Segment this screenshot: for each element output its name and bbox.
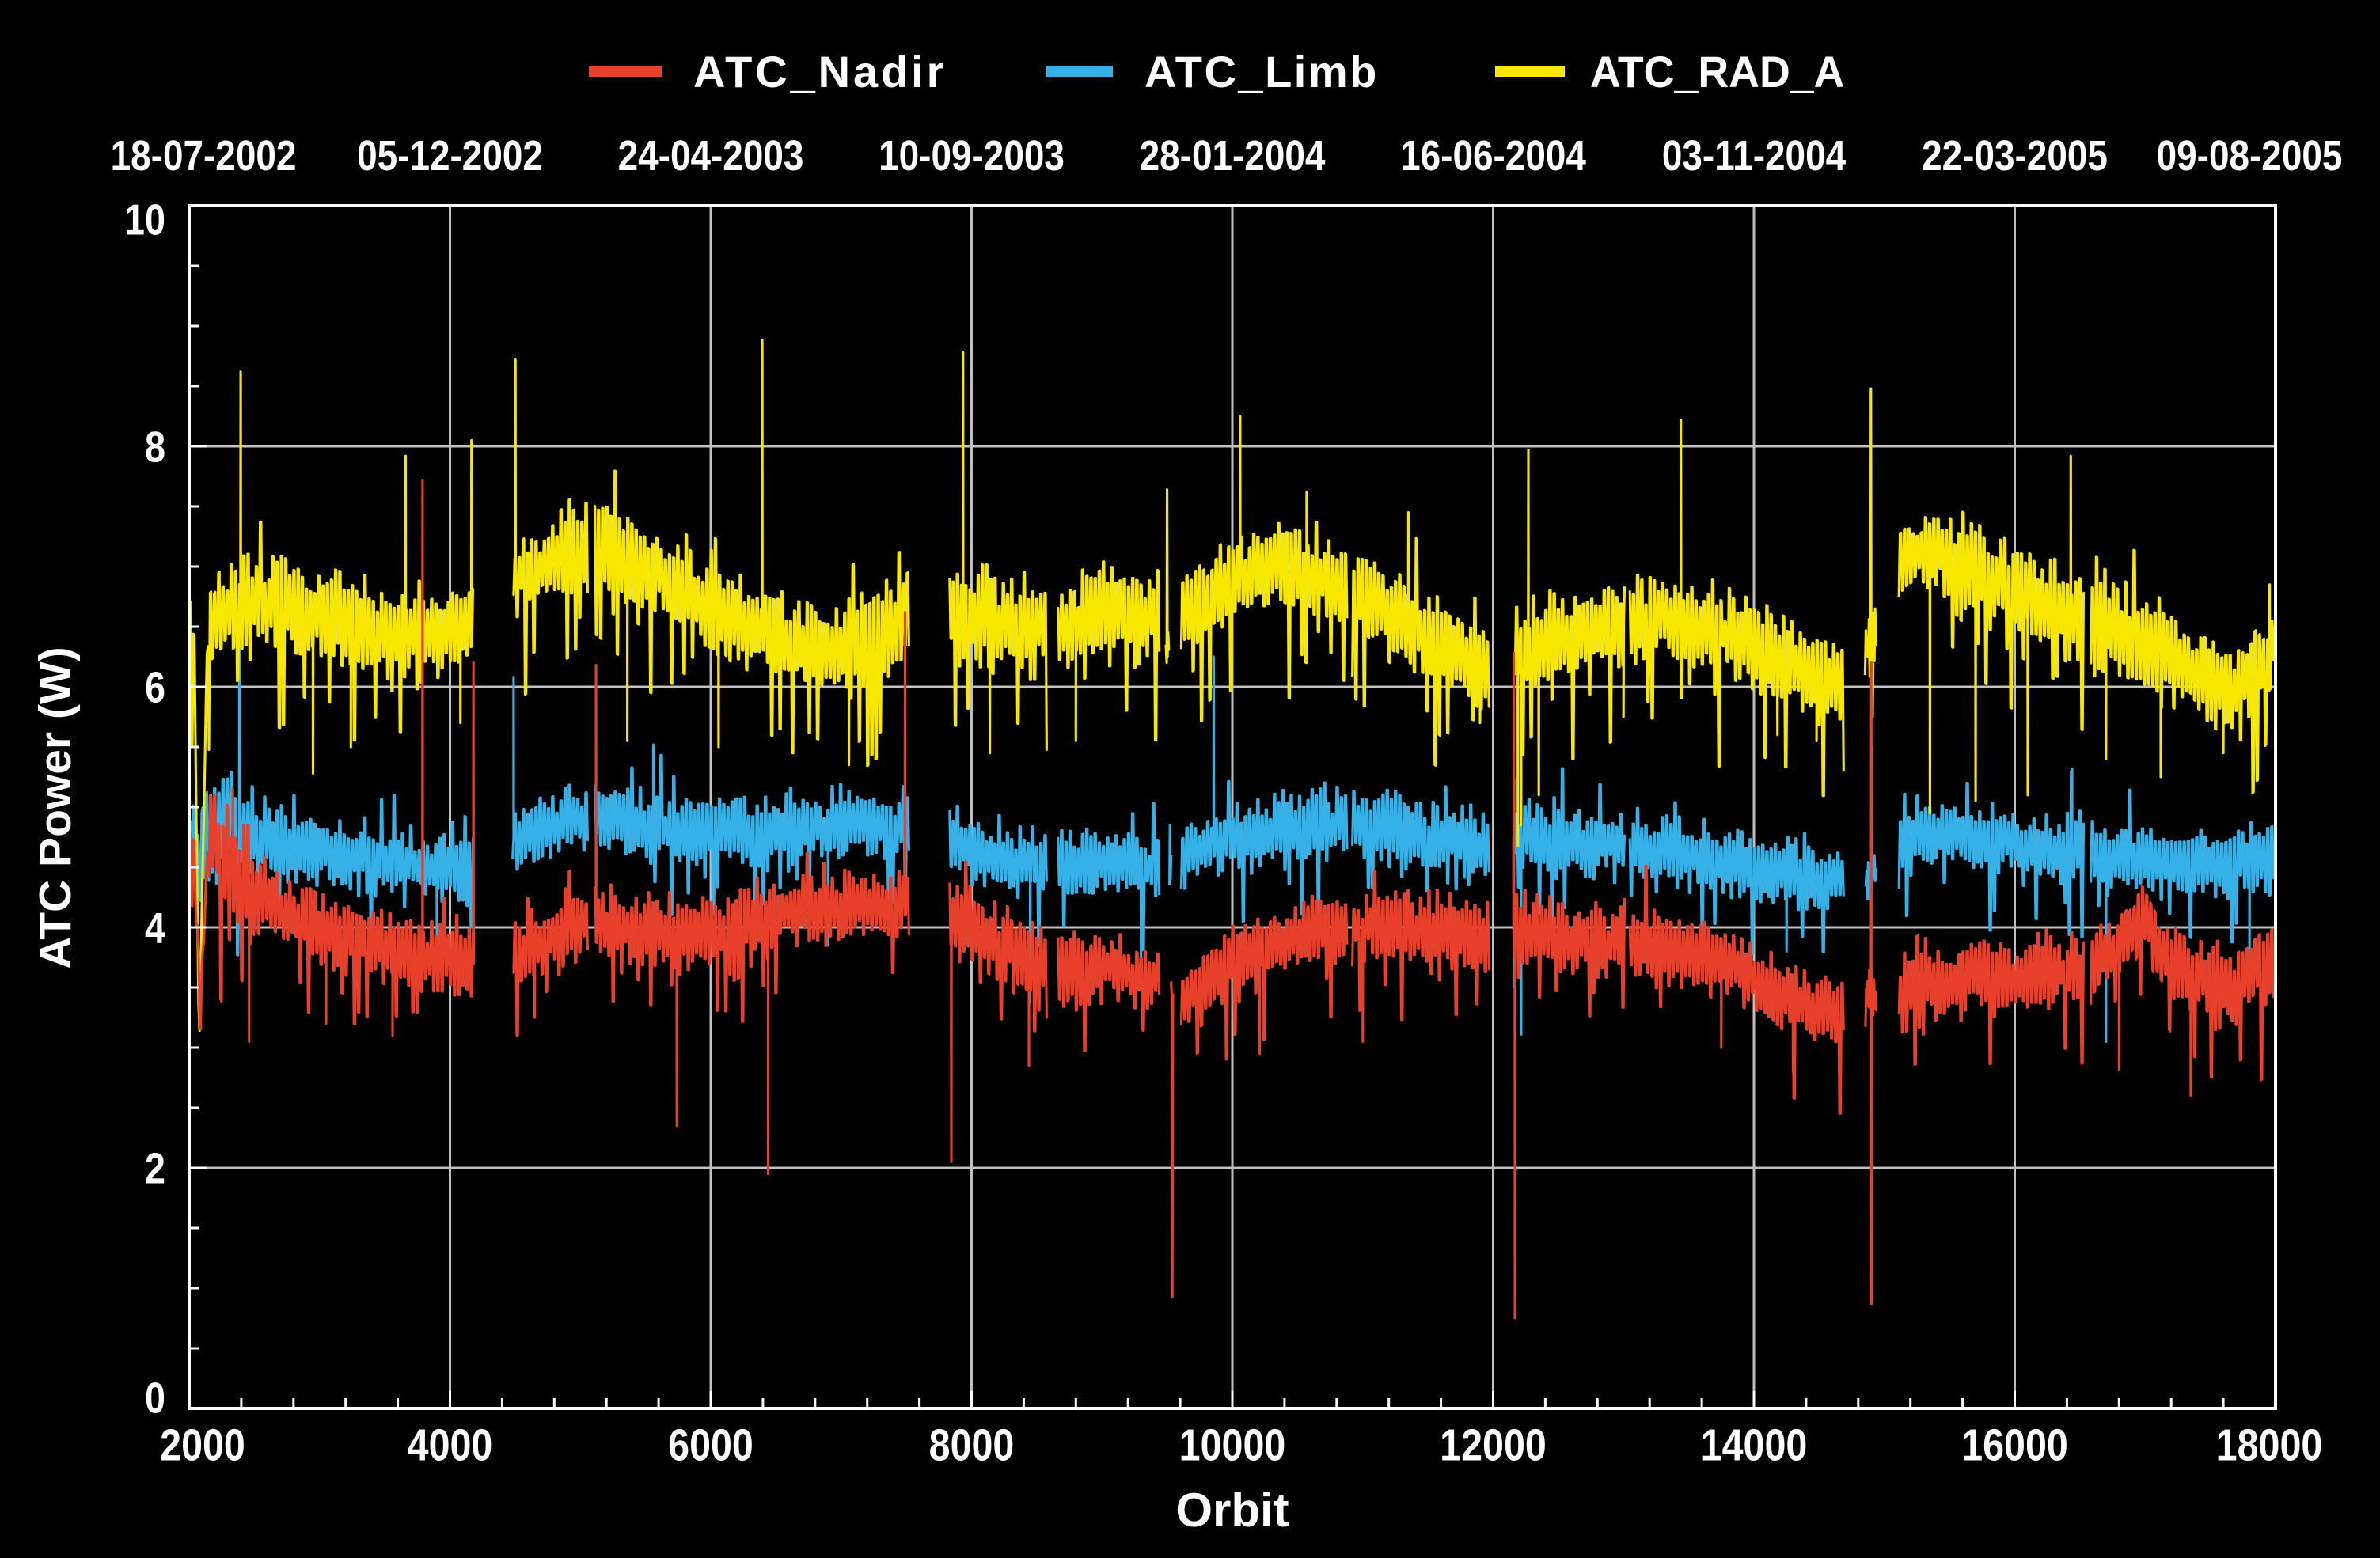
svg-text:10: 10 — [124, 195, 165, 244]
svg-text:2: 2 — [145, 1144, 165, 1192]
svg-text:18-07-2002: 18-07-2002 — [111, 132, 297, 180]
svg-text:Orbit: Orbit — [1175, 1484, 1289, 1537]
svg-text:18000: 18000 — [2216, 1420, 2323, 1471]
svg-text:8000: 8000 — [929, 1420, 1015, 1471]
svg-text:03-11-2004: 03-11-2004 — [1662, 132, 1846, 180]
svg-text:0: 0 — [145, 1374, 165, 1422]
svg-text:16000: 16000 — [1961, 1420, 2068, 1471]
svg-text:05-12-2002: 05-12-2002 — [357, 132, 543, 180]
svg-text:4000: 4000 — [408, 1420, 493, 1471]
svg-text:6000: 6000 — [668, 1420, 753, 1471]
svg-text:ATC Power (W): ATC Power (W) — [30, 646, 81, 969]
svg-text:09-08-2005: 09-08-2005 — [2157, 132, 2343, 180]
svg-text:ATC_RAD_A: ATC_RAD_A — [1590, 47, 1844, 97]
svg-text:28-01-2004: 28-01-2004 — [1140, 132, 1326, 180]
svg-text:10-09-2003: 10-09-2003 — [879, 132, 1065, 180]
svg-text:8: 8 — [145, 423, 165, 471]
svg-text:ATC_Nadir: ATC_Nadir — [693, 47, 947, 97]
svg-text:22-03-2005: 22-03-2005 — [1922, 132, 2108, 180]
svg-text:2000: 2000 — [160, 1420, 245, 1471]
svg-text:4: 4 — [145, 904, 166, 952]
svg-text:6: 6 — [145, 663, 165, 711]
svg-text:12000: 12000 — [1440, 1420, 1547, 1471]
svg-text:16-06-2004: 16-06-2004 — [1400, 132, 1586, 180]
svg-text:14000: 14000 — [1701, 1420, 1808, 1471]
svg-text:10000: 10000 — [1179, 1420, 1286, 1471]
svg-text:ATC_Limb: ATC_Limb — [1144, 47, 1379, 97]
svg-text:24-04-2003: 24-04-2003 — [618, 132, 804, 180]
